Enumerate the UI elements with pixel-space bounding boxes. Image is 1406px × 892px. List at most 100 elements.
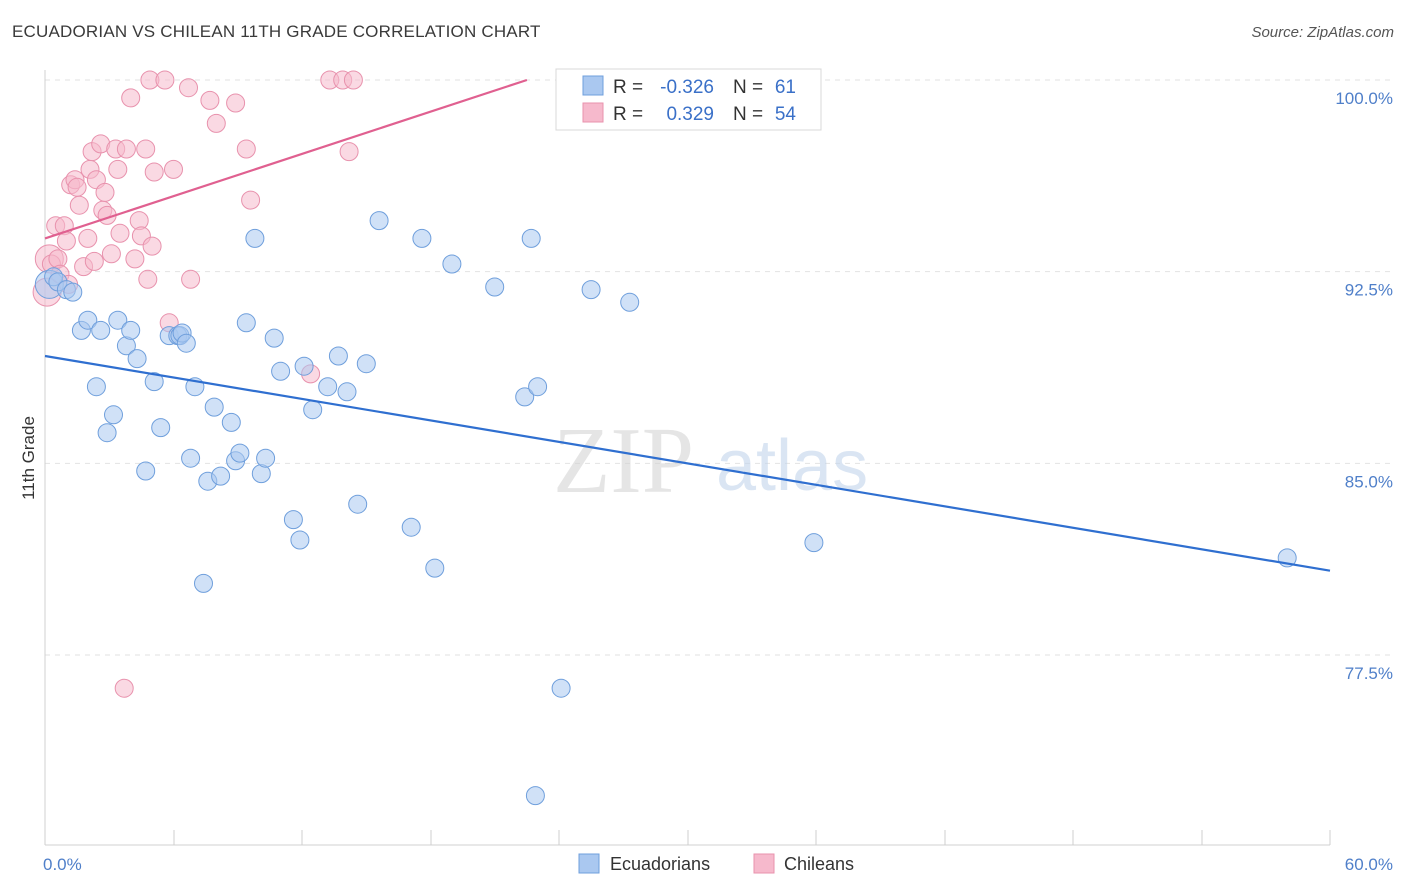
ecuadorian-point bbox=[245, 228, 265, 248]
chilean-point bbox=[179, 78, 198, 98]
ecuadorian-point bbox=[151, 418, 171, 438]
chilean-point bbox=[69, 195, 89, 215]
chilean-point bbox=[116, 139, 136, 159]
chilean-point bbox=[236, 139, 256, 159]
ecuadorian-point bbox=[264, 328, 284, 348]
chilean-point bbox=[343, 70, 363, 90]
chilean-point bbox=[84, 251, 104, 271]
ecuadorian-point bbox=[127, 349, 147, 369]
ecuadorian-point bbox=[425, 558, 445, 578]
x-tick-label-min: 0.0% bbox=[43, 855, 82, 874]
ecuadorian-point bbox=[551, 678, 571, 698]
legend-box: R = -0.326 N = 61 R = 0.329 N = 54 bbox=[555, 68, 822, 131]
ecuadorian-point bbox=[525, 786, 545, 806]
chilean-point bbox=[339, 142, 359, 162]
ecuadorian-point bbox=[804, 533, 824, 553]
ecuadorian-point bbox=[328, 346, 348, 366]
ecuadorian-point bbox=[581, 280, 601, 300]
y-tick-label: 92.5% bbox=[1345, 281, 1393, 300]
chilean-point bbox=[144, 162, 164, 182]
chilean-point bbox=[164, 159, 183, 179]
ecuadorian-point bbox=[204, 397, 224, 417]
legend-n-label-1: N = bbox=[733, 77, 763, 98]
y-tick-label: 85.0% bbox=[1345, 472, 1393, 491]
chilean-point bbox=[114, 678, 134, 698]
bottom-legend-ecuadorians: Ecuadorians bbox=[610, 854, 710, 874]
legend-n-label-2: N = bbox=[733, 104, 763, 125]
ecuadorian-point bbox=[86, 377, 106, 397]
grid-layer bbox=[45, 79, 1395, 656]
ecuadorian-point bbox=[256, 448, 276, 468]
legend-r-value-2: 0.329 bbox=[666, 104, 714, 125]
ecuadorian-point bbox=[97, 423, 117, 443]
y-tick-label: 77.5% bbox=[1345, 664, 1393, 683]
chilean-point bbox=[136, 139, 156, 159]
ecuadorian-point bbox=[356, 354, 376, 374]
bottom-legend-chileans: Chileans bbox=[784, 854, 854, 874]
chilean-point bbox=[206, 113, 226, 133]
ecuadorian-point bbox=[294, 356, 314, 376]
legend-r-value-1: -0.326 bbox=[660, 77, 714, 98]
ecuadorian-point bbox=[121, 320, 141, 340]
ecuadorian-point bbox=[528, 377, 548, 397]
ecuadorian-point bbox=[144, 372, 164, 392]
ecuadorians-points bbox=[34, 211, 1297, 806]
chilean-point bbox=[155, 70, 175, 90]
ecuadorian-point bbox=[221, 412, 241, 432]
chilean-point bbox=[108, 159, 128, 179]
ecuadorian-point bbox=[283, 510, 303, 530]
ecuadorian-point bbox=[211, 466, 231, 486]
ecuadorian-point bbox=[271, 361, 291, 381]
watermark-atlas: atlas bbox=[716, 426, 868, 506]
chilean-point bbox=[95, 182, 115, 202]
ecuadorian-point bbox=[91, 320, 111, 340]
ecuadorian-point bbox=[521, 228, 541, 248]
ecuadorian-point bbox=[181, 448, 201, 468]
legend-r-label-2: R = bbox=[613, 104, 643, 125]
ecuadorian-point bbox=[136, 461, 156, 481]
y-tick-label: 100.0% bbox=[1335, 89, 1393, 108]
chilean-point bbox=[226, 93, 246, 113]
chilean-point bbox=[241, 190, 261, 210]
ecuadorian-point bbox=[176, 333, 196, 353]
ecuadorian-point bbox=[337, 382, 357, 402]
ecuadorian-point bbox=[318, 377, 338, 397]
ecuadorian-point bbox=[194, 573, 213, 593]
x-tick-label-max: 60.0% bbox=[1345, 855, 1393, 874]
chilean-point bbox=[101, 244, 121, 264]
bottom-legend-swatch-ecuadorians bbox=[578, 853, 600, 874]
chilean-point bbox=[110, 223, 130, 243]
chilean-point bbox=[121, 88, 141, 108]
ecuadorian-point bbox=[230, 443, 250, 463]
bottom-legend: Ecuadorians Chileans bbox=[578, 853, 854, 874]
ecuadorian-point bbox=[348, 494, 368, 514]
ecuadorian-point bbox=[412, 228, 432, 248]
bottom-legend-swatch-chileans bbox=[753, 853, 775, 874]
ecuadorian-point bbox=[290, 530, 310, 550]
chileans-points bbox=[32, 70, 575, 698]
chilean-point bbox=[200, 90, 220, 110]
ecuadorian-point bbox=[515, 387, 535, 407]
chart-title: ECUADORIAN VS CHILEAN 11TH GRADE CORRELA… bbox=[12, 22, 541, 41]
legend-n-value-1: 61 bbox=[775, 77, 796, 98]
ecuadorian-point bbox=[63, 282, 83, 302]
tick-layer: 77.5% 85.0% 92.5% 100.0% bbox=[44, 89, 1393, 845]
ecuadorian-point bbox=[104, 405, 123, 425]
trend-layer bbox=[44, 78, 1331, 572]
chilean-point bbox=[142, 236, 162, 256]
chileans-trend-line bbox=[44, 78, 528, 240]
chilean-point bbox=[138, 269, 158, 289]
chilean-point bbox=[78, 228, 98, 248]
legend-swatch-chileans bbox=[582, 102, 604, 123]
legend-swatch-ecuadorians bbox=[582, 75, 604, 96]
chilean-point bbox=[67, 177, 87, 197]
ecuadorian-point bbox=[485, 277, 505, 297]
y-axis-label: 11th Grade bbox=[19, 416, 38, 500]
chilean-point bbox=[125, 249, 145, 269]
ecuadorian-point bbox=[78, 310, 98, 330]
legend-r-label-1: R = bbox=[613, 77, 643, 98]
ecuadorian-point bbox=[401, 517, 421, 537]
ecuadorian-point bbox=[303, 400, 323, 420]
chilean-point bbox=[181, 269, 201, 289]
ecuadorian-point bbox=[369, 211, 389, 231]
